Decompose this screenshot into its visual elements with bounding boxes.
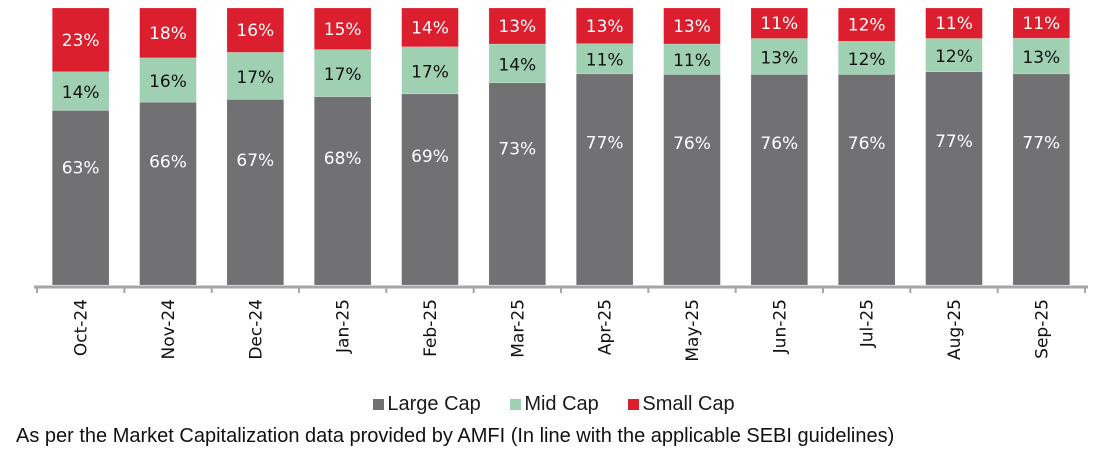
data-label-small-cap: 11% [935,14,973,34]
x-tick-label: May-25 [683,299,703,362]
x-tick-label: Dec-24 [246,299,266,360]
data-label-large-cap: 77% [586,133,624,153]
bar-segment-large-cap [1012,73,1070,286]
data-label-large-cap: 66% [149,153,187,173]
data-label-mid-cap: 12% [935,47,973,67]
data-label-small-cap: 11% [760,14,798,34]
x-tick-label: Feb-25 [421,299,441,357]
x-tick-label: Jun-25 [770,299,790,354]
bar-segment-small-cap [663,7,721,45]
data-label-large-cap: 76% [673,134,711,154]
legend-label-large-cap: Large Cap [387,393,481,415]
data-label-large-cap: 68% [324,149,362,169]
bar-segment-large-cap [576,73,634,286]
bar-segment-small-cap [488,7,546,45]
x-tick-label: Jul-25 [858,299,878,348]
bar-segment-large-cap [750,74,808,286]
data-label-mid-cap: 16% [149,72,187,92]
data-label-large-cap: 67% [236,151,274,171]
data-label-small-cap: 13% [586,17,624,37]
bar-segment-small-cap [576,7,634,44]
bar-segment-large-cap [52,110,110,286]
data-label-small-cap: 15% [324,20,362,40]
x-tick-label: Aug-25 [945,299,965,360]
data-label-large-cap: 76% [848,134,886,154]
bar-segment-small-cap [52,7,110,72]
bar-segment-large-cap [226,99,284,286]
legend-item-large-cap: Large Cap [373,393,481,416]
data-label-mid-cap: 13% [1022,48,1060,68]
legend-label-mid-cap: Mid Cap [524,393,599,415]
data-label-mid-cap: 12% [848,50,886,70]
legend: Large Cap Mid Cap Small Cap [0,393,1108,416]
legend-swatch-small-cap [628,399,640,410]
data-label-large-cap: 76% [760,134,798,154]
bar-segment-mid-cap [314,49,372,97]
data-label-mid-cap: 14% [498,55,536,75]
bar-segment-small-cap [226,7,284,53]
bar-segment-small-cap [139,7,197,59]
bar-segment-mid-cap [52,71,110,111]
x-tick-label: Nov-24 [159,299,179,360]
bar-segment-large-cap [139,101,197,286]
bar-segment-mid-cap [488,43,546,84]
bar-segment-mid-cap [1012,37,1070,75]
bar-segment-large-cap [488,82,546,286]
bar-segment-mid-cap [226,52,284,100]
data-label-mid-cap: 17% [411,62,449,82]
bar-segment-small-cap [1012,7,1070,39]
data-label-large-cap: 77% [935,132,973,152]
legend-item-mid-cap: Mid Cap [510,393,599,416]
bar-segment-large-cap [838,74,896,286]
data-label-small-cap: 16% [236,21,274,41]
legend-swatch-large-cap [373,399,385,410]
x-tick-label: Sep-25 [1032,299,1052,359]
bar-segment-large-cap [401,93,459,286]
data-label-mid-cap: 17% [236,68,274,88]
data-label-mid-cap: 11% [673,51,711,71]
data-label-small-cap: 18% [149,24,187,44]
bar-segment-small-cap [925,7,983,39]
data-label-mid-cap: 13% [760,48,798,68]
data-label-large-cap: 63% [62,158,100,178]
bar-segment-large-cap [314,96,372,286]
x-tick-label: Jan-25 [334,299,354,354]
bar-segment-large-cap [663,74,721,286]
data-label-mid-cap: 17% [324,65,362,85]
footnote: As per the Market Capitalization data pr… [16,425,895,447]
data-label-small-cap: 12% [848,16,886,36]
bar-segment-small-cap [401,7,459,48]
bar-segment-small-cap [314,7,372,50]
data-label-large-cap: 77% [1022,133,1060,153]
bars-group: 63% 14% 23% 66% 16% 18% 67% 17% 16% 68% 17% 15% 69% 1… [52,7,1070,286]
x-tick-label: Mar-25 [508,299,528,358]
data-label-small-cap: 23% [62,31,100,51]
bar-segment-mid-cap [750,38,808,75]
data-label-mid-cap: 14% [62,83,100,103]
bar-segment-small-cap [838,7,896,42]
x-tick-label: Oct-24 [72,299,92,356]
data-label-small-cap: 11% [1022,14,1060,34]
data-label-small-cap: 14% [411,18,449,38]
data-label-small-cap: 13% [498,17,536,37]
x-tick-label: Apr-25 [596,299,616,355]
bar-segment-mid-cap [401,46,459,95]
legend-swatch-mid-cap [510,399,522,410]
stacked-bar-chart: 63% 14% 23% 66% 16% 18% 67% 17% 16% 68% 17% 15% 69% 1… [34,7,1088,362]
data-label-large-cap: 73% [498,139,536,159]
bar-segment-mid-cap [576,43,634,75]
data-label-small-cap: 13% [673,17,711,37]
bar-segment-mid-cap [838,40,896,75]
bar-segment-small-cap [750,7,808,39]
data-label-large-cap: 69% [411,147,449,167]
bar-segment-large-cap [925,71,983,286]
legend-label-small-cap: Small Cap [642,393,735,415]
bar-segment-mid-cap [663,43,721,75]
bar-segment-mid-cap [925,38,983,72]
legend-item-small-cap: Small Cap [628,393,735,416]
data-label-mid-cap: 11% [586,51,624,71]
